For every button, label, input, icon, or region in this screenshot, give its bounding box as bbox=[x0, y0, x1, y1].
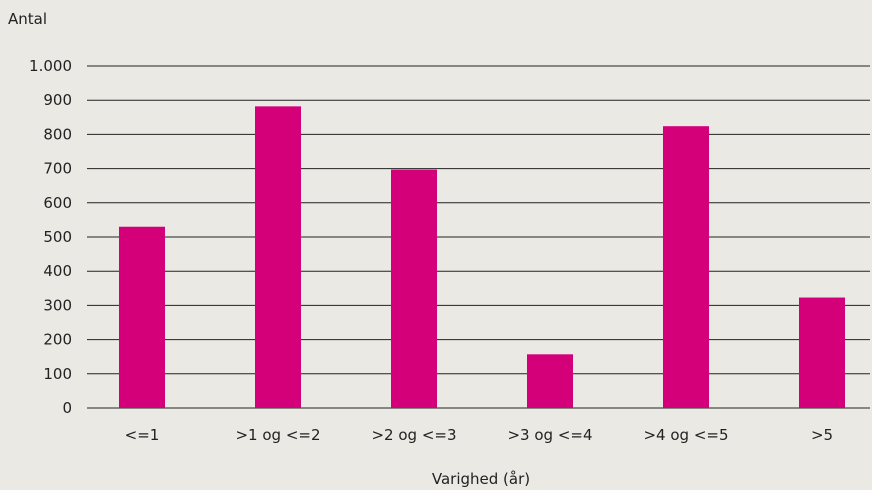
x-axis-title: Varighed (år) bbox=[432, 470, 530, 488]
bar bbox=[255, 106, 301, 408]
x-tick-label: >1 og <=2 bbox=[235, 426, 320, 444]
y-tick-label: 900 bbox=[43, 91, 72, 109]
y-tick-label: 1.000 bbox=[29, 57, 72, 75]
y-tick-label: 400 bbox=[43, 262, 72, 280]
bar bbox=[119, 226, 165, 408]
gridlines bbox=[87, 65, 870, 409]
bar bbox=[663, 126, 709, 408]
x-tick-label: <=1 bbox=[125, 426, 160, 444]
x-tick-label: >3 og <=4 bbox=[507, 426, 592, 444]
y-tick-label: 800 bbox=[43, 125, 72, 143]
bar bbox=[527, 354, 573, 408]
bar bbox=[391, 169, 437, 408]
y-tick-label: 0 bbox=[62, 399, 72, 417]
x-tick-label: >5 bbox=[811, 426, 833, 444]
y-tick-label: 600 bbox=[43, 194, 72, 212]
bar bbox=[799, 297, 845, 408]
bars bbox=[119, 106, 845, 408]
y-tick-label: 100 bbox=[43, 365, 72, 383]
y-tick-labels: 0 100 200 300 400 500 600 700 800 900 1.000 bbox=[29, 57, 72, 417]
x-tick-label: >2 og <=3 bbox=[371, 426, 456, 444]
y-axis-title: Antal bbox=[8, 10, 47, 28]
y-tick-label: 500 bbox=[43, 228, 72, 246]
y-tick-label: 700 bbox=[43, 160, 72, 178]
y-tick-label: 200 bbox=[43, 331, 72, 349]
y-tick-label: 300 bbox=[43, 296, 72, 314]
x-tick-label: >4 og <=5 bbox=[643, 426, 728, 444]
x-tick-labels: <=1 >1 og <=2 >2 og <=3 >3 og <=4 >4 og <=5 >… bbox=[125, 426, 833, 444]
